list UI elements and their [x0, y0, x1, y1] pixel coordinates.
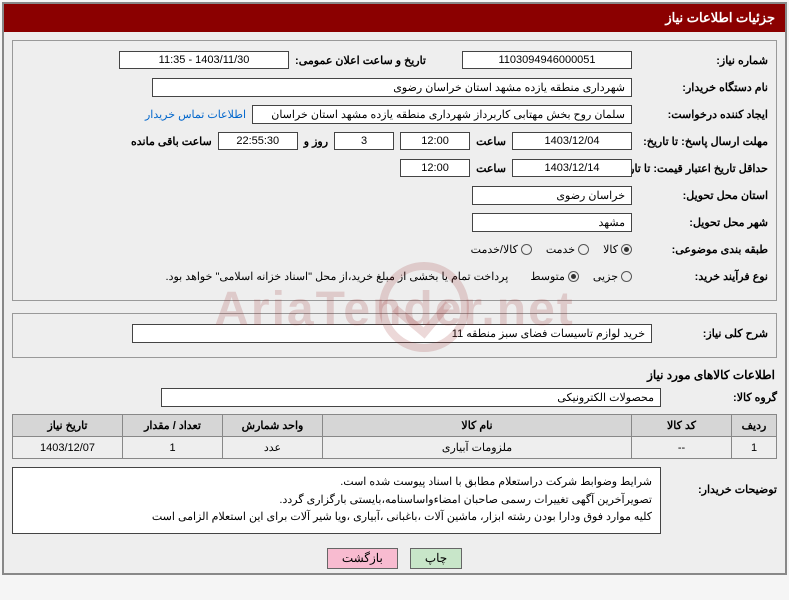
value-need-number: 1103094946000051: [462, 51, 632, 69]
row-buyer-org: نام دستگاه خریدار: شهرداری منطقه یازده م…: [21, 76, 768, 98]
header-title: جزئیات اطلاعات نیاز: [665, 10, 775, 25]
row-delivery-city: شهر محل تحویل: مشهد: [21, 211, 768, 233]
main-panel: جزئیات اطلاعات نیاز شماره نیاز: 11030949…: [2, 2, 787, 575]
cell-unit: عدد: [223, 437, 323, 459]
label-purchase-type: نوع فرآیند خرید:: [638, 270, 768, 283]
cell-code: --: [632, 437, 732, 459]
row-response-deadline: مهلت ارسال پاسخ: تا تاریخ: 1403/12/04 سا…: [21, 130, 768, 152]
table-row: 1 -- ملزومات آبیاری عدد 1 1403/12/07: [13, 437, 777, 459]
radio-circle-icon: [521, 244, 532, 255]
row-need-number: شماره نیاز: 1103094946000051 تاریخ و ساع…: [21, 49, 768, 71]
col-date: تاریخ نیاز: [13, 415, 123, 437]
value-delivery-province: خراسان رضوی: [472, 186, 632, 205]
row-delivery-province: استان محل تحویل: خراسان رضوی: [21, 184, 768, 206]
row-price-validity: حداقل تاریخ اعتبار قیمت: تا تاریخ: 1403/…: [21, 157, 768, 179]
cell-name: ملزومات آبیاری: [323, 437, 632, 459]
button-row: چاپ بازگشت: [4, 542, 785, 573]
row-purchase-type: نوع فرآیند خرید: جزیی متوسط پرداخت تمام …: [21, 265, 768, 287]
radio-label-both: کالا/خدمت: [471, 243, 518, 256]
value-validity-time: 12:00: [400, 159, 470, 177]
purchase-note: پرداخت تمام یا بخشی از مبلغ خرید،از محل …: [166, 270, 509, 283]
cell-index: 1: [732, 437, 777, 459]
label-validity-time: ساعت: [476, 162, 506, 175]
radio-group-purchase: جزیی متوسط: [530, 270, 632, 283]
goods-section-heading: اطلاعات کالاهای مورد نیاز: [14, 368, 775, 382]
buyer-note-line-1: شرایط وضوابط شرکت دراستعلام مطابق با اسن…: [21, 474, 652, 492]
section-general-desc: شرح کلی نیاز: خرید لوازم تاسیسات فضای سب…: [12, 313, 777, 358]
label-remaining: ساعت باقی مانده: [131, 135, 212, 148]
row-goods-group: گروه کالا: محصولات الکترونیکی: [12, 386, 777, 408]
buyer-note-line-2: تصویرآخرین آگهی تغییرات رسمی صاحبان امضا…: [21, 492, 652, 510]
label-delivery-city: شهر محل تحویل:: [638, 216, 768, 229]
value-delivery-city: مشهد: [472, 213, 632, 232]
print-button[interactable]: چاپ: [410, 548, 462, 569]
radio-circle-icon: [621, 271, 632, 282]
radio-circle-icon: [578, 244, 589, 255]
col-code: کد کالا: [632, 415, 732, 437]
radio-circle-icon: [568, 271, 579, 282]
label-goods-group: گروه کالا:: [667, 391, 777, 404]
label-buyer-org: نام دستگاه خریدار:: [638, 81, 768, 94]
col-index: ردیف: [732, 415, 777, 437]
link-buyer-contact[interactable]: اطلاعات تماس خریدار: [145, 108, 246, 121]
row-requester: ایجاد کننده درخواست: سلمان روح بخش مهتاب…: [21, 103, 768, 125]
label-need-number: شماره نیاز:: [638, 54, 768, 67]
value-buyer-org: شهرداری منطقه یازده مشهد استان خراسان رض…: [152, 78, 632, 97]
value-response-date: 1403/12/04: [512, 132, 632, 150]
label-delivery-province: استان محل تحویل:: [638, 189, 768, 202]
cell-qty: 1: [123, 437, 223, 459]
radio-group-subject: کالا خدمت کالا/خدمت: [471, 243, 632, 256]
radio-label-goods: کالا: [603, 243, 618, 256]
label-general-desc: شرح کلی نیاز:: [658, 327, 768, 340]
value-general-desc: خرید لوازم تاسیسات فضای سبز منطقه 11: [132, 324, 652, 343]
radio-purchase-minor[interactable]: جزیی: [593, 270, 632, 283]
col-name: نام کالا: [323, 415, 632, 437]
label-buyer-notes: توضیحات خریدار:: [667, 467, 777, 496]
panel-header: جزئیات اطلاعات نیاز: [4, 4, 785, 32]
label-price-validity: حداقل تاریخ اعتبار قیمت: تا تاریخ:: [638, 162, 768, 175]
radio-label-service: خدمت: [546, 243, 575, 256]
label-announce-datetime: تاریخ و ساعت اعلان عمومی:: [295, 54, 426, 67]
value-announce-datetime: 1403/11/30 - 11:35: [119, 51, 289, 69]
value-requester: سلمان روح بخش مهتابی کاربرداز شهرداری من…: [252, 105, 632, 124]
radio-circle-icon: [621, 244, 632, 255]
value-validity-date: 1403/12/14: [512, 159, 632, 177]
col-unit: واحد شمارش: [223, 415, 323, 437]
row-general-desc: شرح کلی نیاز: خرید لوازم تاسیسات فضای سب…: [21, 322, 768, 344]
cell-date: 1403/12/07: [13, 437, 123, 459]
form-container: شماره نیاز: 1103094946000051 تاریخ و ساع…: [12, 40, 777, 301]
label-days: روز و: [304, 135, 328, 148]
table-header-row: ردیف کد کالا نام کالا واحد شمارش تعداد /…: [13, 415, 777, 437]
radio-subject-service[interactable]: خدمت: [546, 243, 589, 256]
goods-table-wrap: ردیف کد کالا نام کالا واحد شمارش تعداد /…: [12, 414, 777, 459]
value-goods-group: محصولات الکترونیکی: [161, 388, 661, 407]
value-days-remaining: 3: [334, 132, 394, 150]
label-subject-class: طبقه بندی موضوعی:: [638, 243, 768, 256]
row-buyer-notes: توضیحات خریدار: شرایط وضوابط شرکت دراستع…: [12, 467, 777, 534]
row-buyer-notes-wrap: توضیحات خریدار: شرایط وضوابط شرکت دراستع…: [12, 467, 777, 534]
label-response-deadline: مهلت ارسال پاسخ: تا تاریخ:: [638, 135, 768, 148]
goods-table: ردیف کد کالا نام کالا واحد شمارش تعداد /…: [12, 414, 777, 459]
value-time-remaining: 22:55:30: [218, 132, 298, 150]
label-response-time: ساعت: [476, 135, 506, 148]
label-requester: ایجاد کننده درخواست:: [638, 108, 768, 121]
value-response-time: 12:00: [400, 132, 470, 150]
row-subject-class: طبقه بندی موضوعی: کالا خدمت کالا/خدمت: [21, 238, 768, 260]
radio-subject-both[interactable]: کالا/خدمت: [471, 243, 532, 256]
radio-label-medium: متوسط: [530, 270, 565, 283]
buyer-notes-box: شرایط وضوابط شرکت دراستعلام مطابق با اسن…: [12, 467, 661, 534]
radio-purchase-medium[interactable]: متوسط: [530, 270, 579, 283]
col-qty: تعداد / مقدار: [123, 415, 223, 437]
radio-label-minor: جزیی: [593, 270, 618, 283]
radio-subject-goods[interactable]: کالا: [603, 243, 632, 256]
row-goods-group-wrap: گروه کالا: محصولات الکترونیکی: [12, 386, 777, 408]
back-button[interactable]: بازگشت: [327, 548, 398, 569]
buyer-note-line-3: کلیه موارد فوق ودارا بودن رشته ابزار، ما…: [21, 509, 652, 527]
